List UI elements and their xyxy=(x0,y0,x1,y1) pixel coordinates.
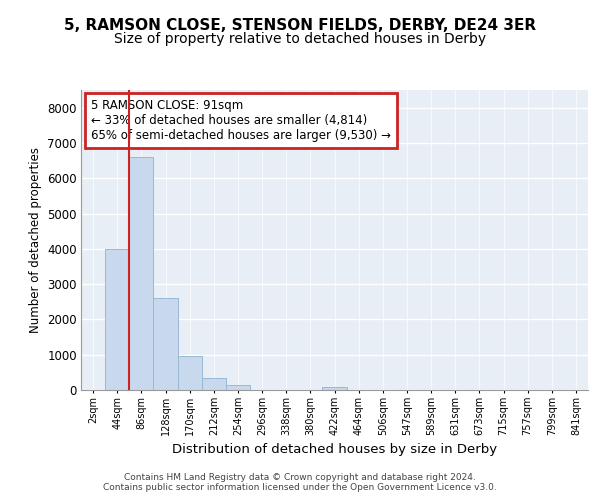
Bar xyxy=(129,157,154,390)
Text: Size of property relative to detached houses in Derby: Size of property relative to detached ho… xyxy=(114,32,486,46)
Text: 5 RAMSON CLOSE: 91sqm
← 33% of detached houses are smaller (4,814)
65% of semi-d: 5 RAMSON CLOSE: 91sqm ← 33% of detached … xyxy=(91,99,391,142)
Bar xyxy=(154,298,178,390)
Bar xyxy=(178,356,202,390)
Bar xyxy=(226,386,250,390)
Bar xyxy=(322,388,347,390)
Bar xyxy=(202,378,226,390)
X-axis label: Distribution of detached houses by size in Derby: Distribution of detached houses by size … xyxy=(172,444,497,456)
Y-axis label: Number of detached properties: Number of detached properties xyxy=(29,147,41,333)
Text: Contains HM Land Registry data © Crown copyright and database right 2024.
Contai: Contains HM Land Registry data © Crown c… xyxy=(103,473,497,492)
Bar xyxy=(105,249,129,390)
Text: 5, RAMSON CLOSE, STENSON FIELDS, DERBY, DE24 3ER: 5, RAMSON CLOSE, STENSON FIELDS, DERBY, … xyxy=(64,18,536,32)
